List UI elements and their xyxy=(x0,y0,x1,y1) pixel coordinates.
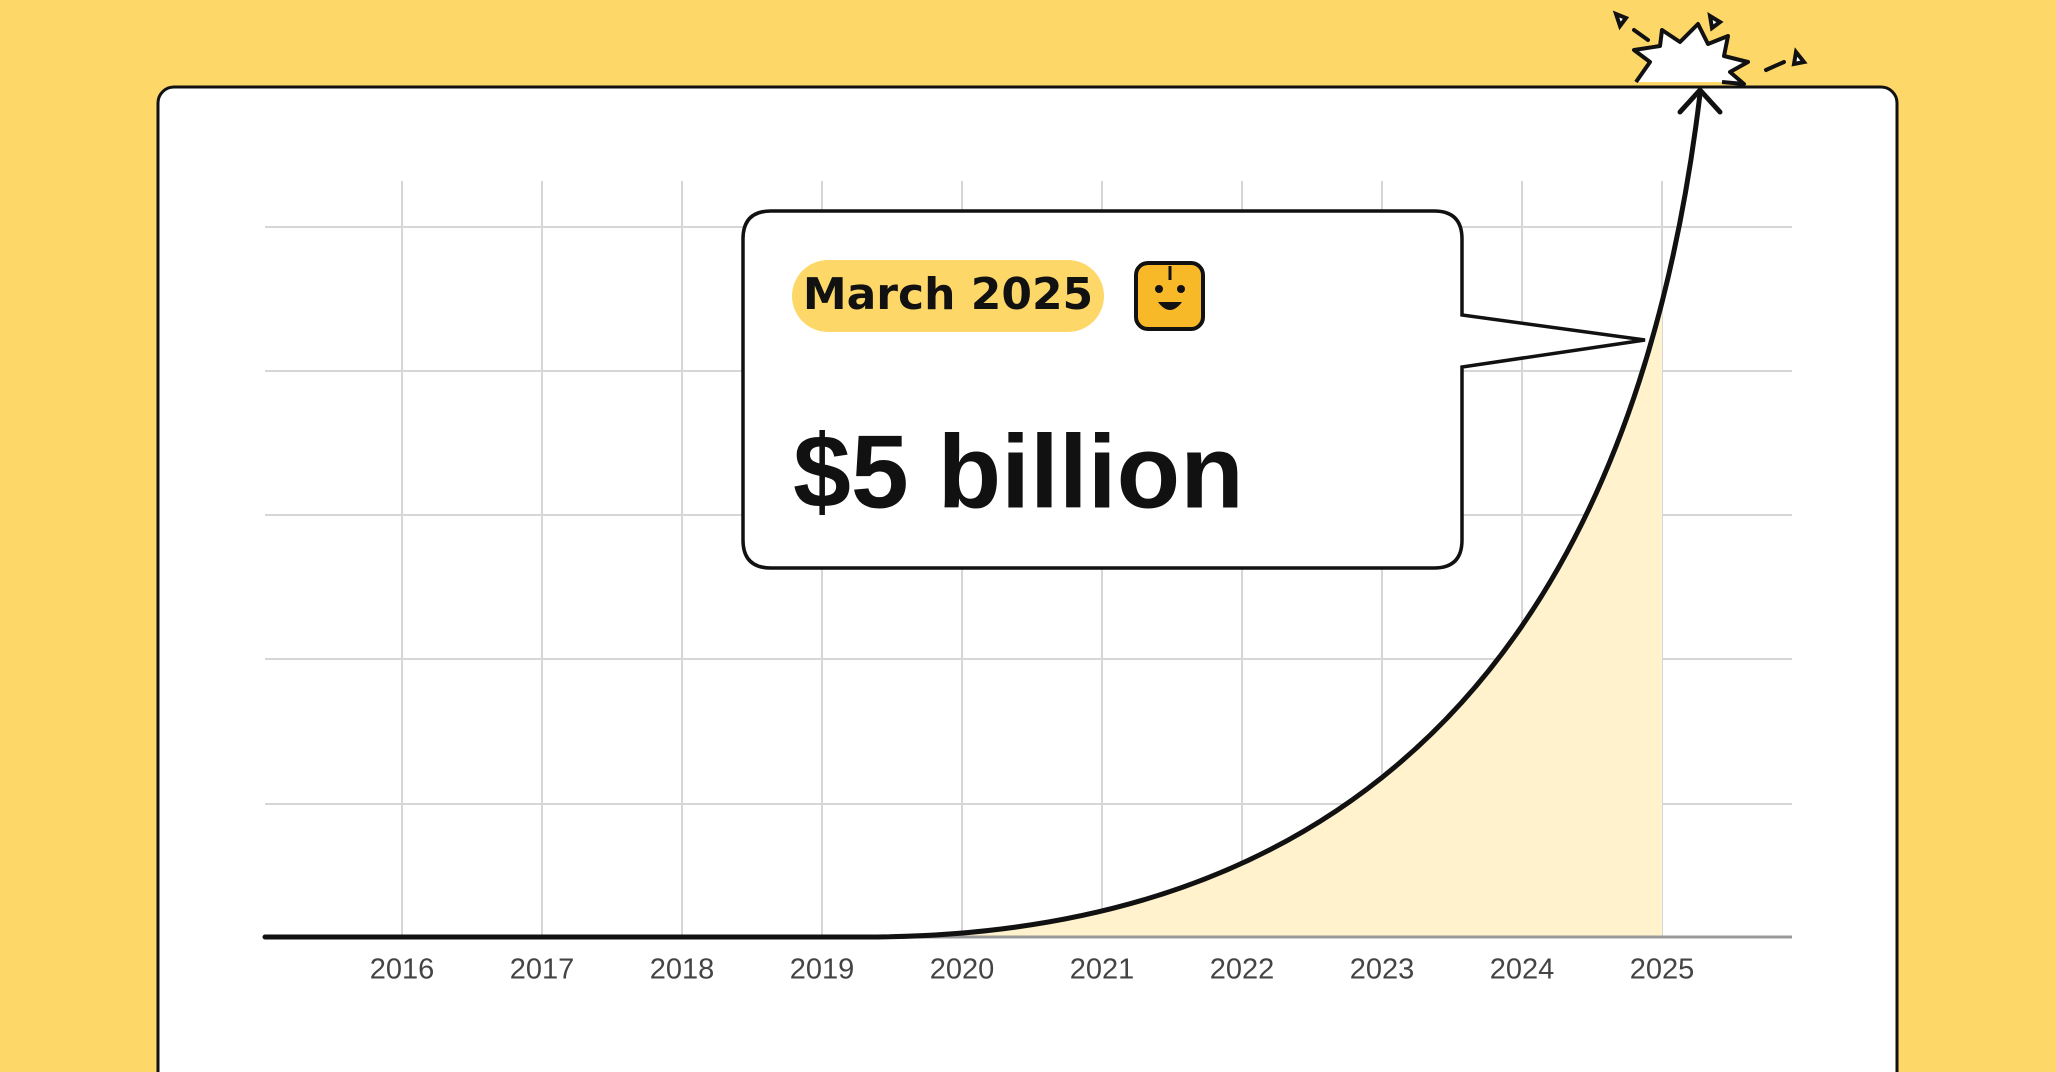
x-tick-label: 2022 xyxy=(1210,954,1275,986)
x-tick-label: 2020 xyxy=(930,954,995,986)
value-label: $5 billion xyxy=(793,414,1244,530)
x-tick-label: 2021 xyxy=(1070,954,1135,986)
x-tick-label: 2017 xyxy=(510,954,575,986)
x-tick-label: 2019 xyxy=(790,954,855,986)
x-tick-label: 2018 xyxy=(650,954,715,986)
area xyxy=(865,301,1662,937)
arrow-head xyxy=(1677,87,1723,115)
x-tick-label: 2024 xyxy=(1490,954,1555,986)
burst xyxy=(1632,22,1750,86)
x-tick-label: 2025 xyxy=(1630,954,1695,986)
growth-curve xyxy=(262,91,1703,940)
x-tick-label: 2023 xyxy=(1350,954,1415,986)
date-pill xyxy=(792,260,1104,332)
mascot-icon xyxy=(1134,261,1205,331)
sparks xyxy=(1612,10,1808,72)
date-label: March 2025 xyxy=(803,269,1093,320)
x-tick-label: 2016 xyxy=(370,954,435,986)
